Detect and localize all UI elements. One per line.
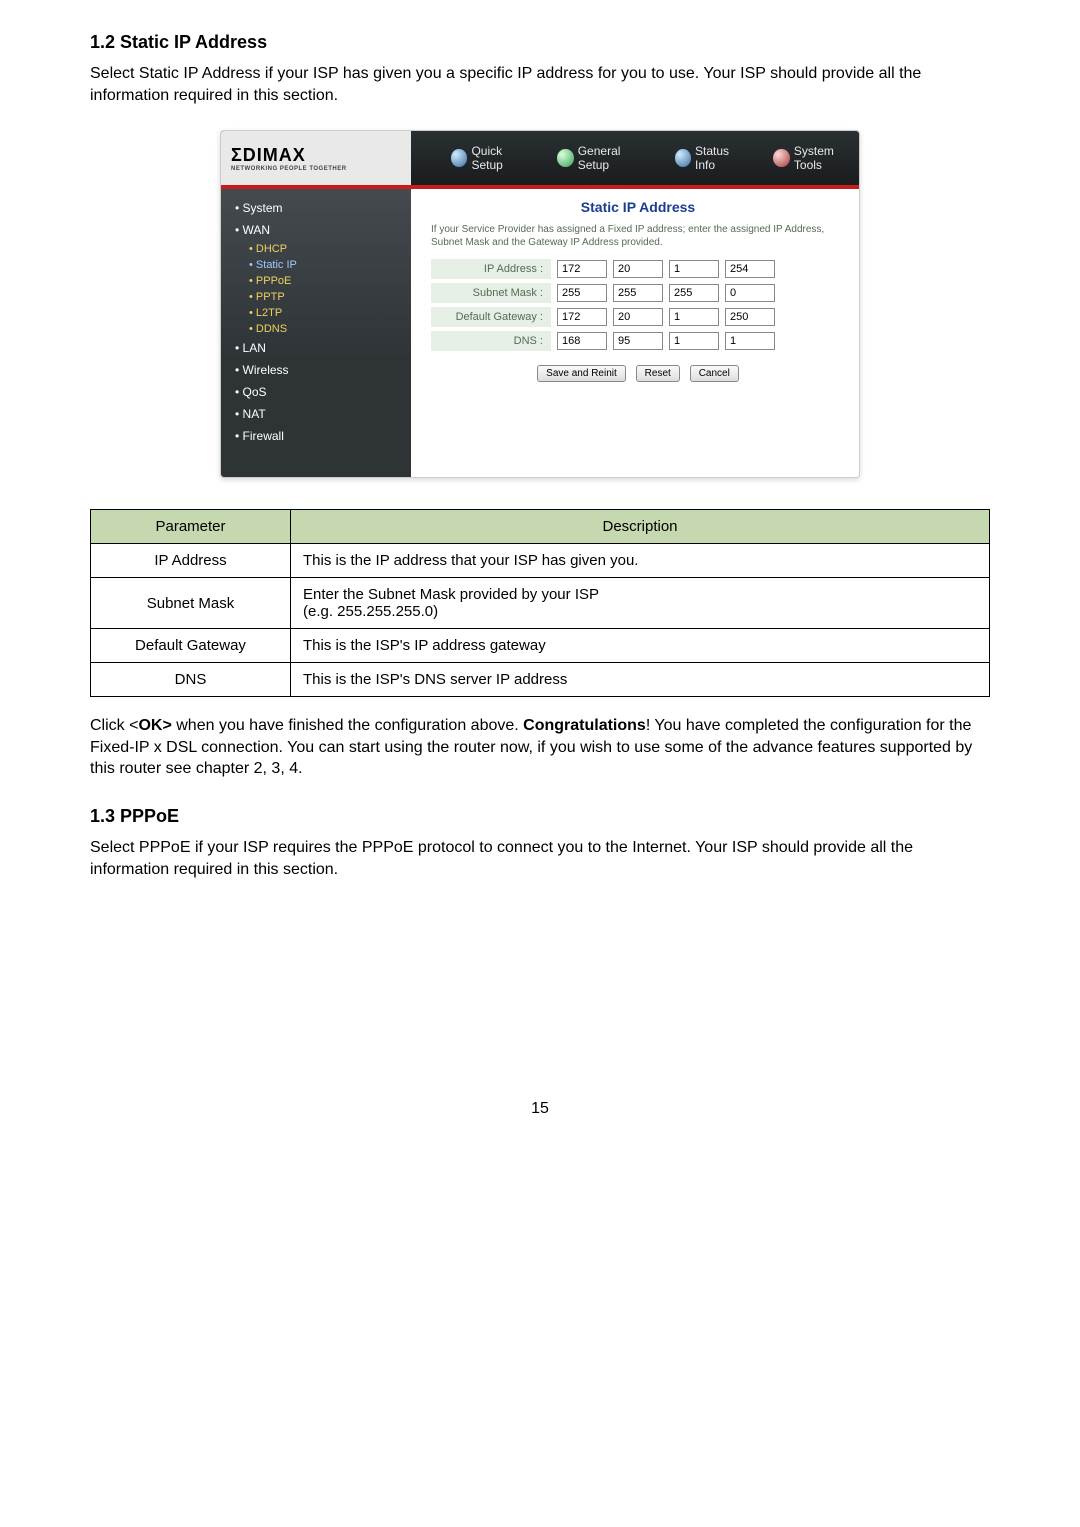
nav-status-info[interactable]: Status Info [675,144,748,172]
router-topbar: ΣDIMAX NETWORKING PEOPLE TOGETHER Quick … [221,131,859,185]
sidebar-item-pppoe[interactable]: PPPoE [221,273,411,289]
dns-octet-4[interactable]: 1 [725,332,775,350]
content-note: If your Service Provider has assigned a … [431,223,845,249]
ip-octet-2[interactable]: 20 [613,260,663,278]
form-label-dns: DNS : [431,331,551,351]
form-label-gw: Default Gateway : [431,307,551,327]
dns-octet-3[interactable]: 1 [669,332,719,350]
sidebar-item-system[interactable]: System [221,197,411,219]
sidebar-item-lan[interactable]: LAN [221,337,411,359]
dns-octet-2[interactable]: 95 [613,332,663,350]
form-row-mask: Subnet Mask : 255 255 255 0 [431,283,845,303]
router-sidebar: System WAN DHCP Static IP PPPoE PPTP L2T… [221,189,411,477]
router-screenshot-wrap: ΣDIMAX NETWORKING PEOPLE TOGETHER Quick … [90,130,990,481]
param-name: IP Address [91,544,291,578]
router-logo-text: ΣDIMAX [231,145,411,166]
sidebar-item-nat[interactable]: NAT [221,403,411,425]
form-row-gw: Default Gateway : 172 20 1 250 [431,307,845,327]
form-row-dns: DNS : 168 95 1 1 [431,331,845,351]
save-reinit-button[interactable]: Save and Reinit [537,365,626,382]
param-header-parameter: Parameter [91,510,291,544]
parameter-table: Parameter Description IP Address This is… [90,509,990,697]
cancel-button[interactable]: Cancel [690,365,739,382]
param-desc: Enter the Subnet Mask provided by your I… [291,578,990,629]
page-number: 15 [90,1100,990,1118]
section-intro-1-2: Select Static IP Address if your ISP has… [90,63,990,106]
param-desc: This is the ISP's DNS server IP address [291,663,990,697]
param-desc: This is the ISP's IP address gateway [291,629,990,663]
dns-octet-1[interactable]: 168 [557,332,607,350]
sidebar-item-staticip[interactable]: Static IP [221,257,411,273]
reset-button[interactable]: Reset [636,365,680,382]
sidebar-item-qos[interactable]: QoS [221,381,411,403]
section-intro-1-3: Select PPPoE if your ISP requires the PP… [90,837,990,880]
ip-octet-1[interactable]: 172 [557,260,607,278]
form-row-ip: IP Address : 172 20 1 254 [431,259,845,279]
nav-label: General Setup [578,144,649,172]
param-name: Subnet Mask [91,578,291,629]
param-header-description: Description [291,510,990,544]
content-title: Static IP Address [431,199,845,215]
ip-octet-3[interactable]: 1 [669,260,719,278]
param-name: Default Gateway [91,629,291,663]
nav-label: System Tools [794,144,859,172]
table-row: Default Gateway This is the ISP's IP add… [91,629,990,663]
sidebar-item-ddns[interactable]: DDNS [221,321,411,337]
sidebar-item-dhcp[interactable]: DHCP [221,241,411,257]
table-row: IP Address This is the IP address that y… [91,544,990,578]
gw-octet-2[interactable]: 20 [613,308,663,326]
nav-label: Quick Setup [471,144,531,172]
sidebar-item-pptp[interactable]: PPTP [221,289,411,305]
globe-icon [675,149,691,167]
param-desc: This is the IP address that your ISP has… [291,544,990,578]
param-name: DNS [91,663,291,697]
form-label-mask: Subnet Mask : [431,283,551,303]
form-label-ip: IP Address : [431,259,551,279]
globe-icon [451,149,467,167]
gw-octet-1[interactable]: 172 [557,308,607,326]
sidebar-item-wan[interactable]: WAN [221,219,411,241]
globe-icon [557,149,573,167]
table-row: DNS This is the ISP's DNS server IP addr… [91,663,990,697]
router-logo-sub: NETWORKING PEOPLE TOGETHER [231,166,411,172]
section-heading-1-3: 1.3 PPPoE [90,806,990,827]
globe-icon [773,149,789,167]
ip-octet-4[interactable]: 254 [725,260,775,278]
form-buttons: Save and Reinit Reset Cancel [431,363,845,382]
sidebar-item-wireless[interactable]: Wireless [221,359,411,381]
nav-quick-setup[interactable]: Quick Setup [451,144,531,172]
nav-label: Status Info [695,144,747,172]
sidebar-item-l2tp[interactable]: L2TP [221,305,411,321]
router-topnav: Quick Setup General Setup Status Info Sy… [411,144,859,172]
router-screenshot: ΣDIMAX NETWORKING PEOPLE TOGETHER Quick … [220,130,860,478]
nav-system-tools[interactable]: System Tools [773,144,859,172]
gw-octet-3[interactable]: 1 [669,308,719,326]
router-content: Static IP Address If your Service Provid… [411,189,859,477]
router-logo: ΣDIMAX NETWORKING PEOPLE TOGETHER [221,131,411,185]
mask-octet-2[interactable]: 255 [613,284,663,302]
mask-octet-4[interactable]: 0 [725,284,775,302]
nav-general-setup[interactable]: General Setup [557,144,648,172]
gw-octet-4[interactable]: 250 [725,308,775,326]
table-row: Subnet Mask Enter the Subnet Mask provid… [91,578,990,629]
section-heading-1-2: 1.2 Static IP Address [90,32,990,53]
sidebar-item-firewall[interactable]: Firewall [221,425,411,447]
router-body: System WAN DHCP Static IP PPPoE PPTP L2T… [221,189,859,477]
mask-octet-1[interactable]: 255 [557,284,607,302]
mask-octet-3[interactable]: 255 [669,284,719,302]
section-outro-1-2: Click <OK> when you have finished the co… [90,715,990,780]
